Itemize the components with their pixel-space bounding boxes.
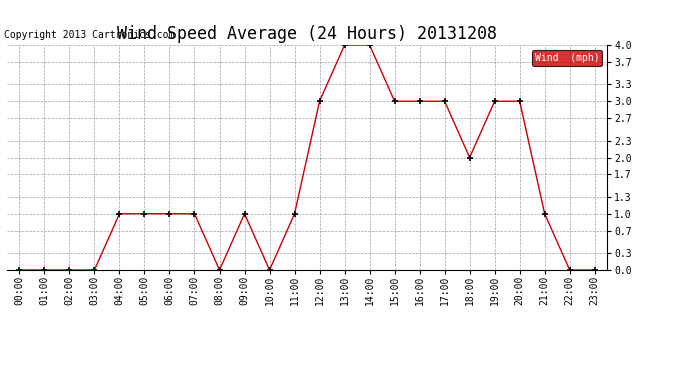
Title: Wind Speed Average (24 Hours) 20131208: Wind Speed Average (24 Hours) 20131208	[117, 26, 497, 44]
Legend: Wind  (mph): Wind (mph)	[532, 50, 602, 66]
Text: Copyright 2013 Cartronics.com: Copyright 2013 Cartronics.com	[4, 30, 175, 40]
